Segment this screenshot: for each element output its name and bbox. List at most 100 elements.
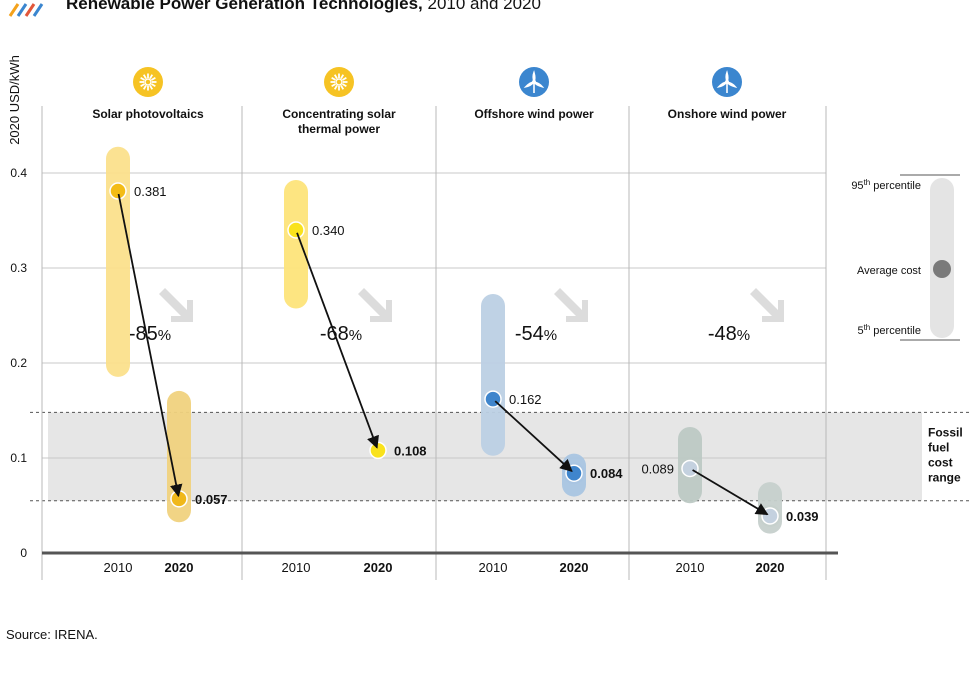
- logo-stripes-icon: [6, 0, 50, 23]
- fossil-range-label-line: fuel: [928, 440, 949, 454]
- sun-icon-ray: [149, 74, 154, 79]
- change-percent: %: [158, 327, 171, 344]
- legend-low-num: 5: [857, 325, 863, 337]
- change-value: -85: [129, 323, 158, 345]
- sun-icon-core: [144, 78, 152, 86]
- average-cost-label: 0.039: [786, 509, 819, 524]
- legend-low-suffix: percentile: [870, 325, 921, 337]
- reduction-arrow-shape: [554, 288, 588, 322]
- sun-icon-ray: [340, 74, 345, 79]
- technology-name: thermal power: [298, 122, 380, 136]
- sun-icon-ray: [151, 83, 156, 88]
- wind-icon-hub: [725, 80, 729, 84]
- change-percent: %: [349, 327, 362, 344]
- sun-icon-ray: [333, 85, 338, 90]
- reduction-arrow-shape: [159, 288, 193, 322]
- legend-average-dot: [933, 260, 951, 278]
- reduction-arrow-shape: [750, 288, 784, 322]
- chart-title-rest: 2010 and 2020: [422, 0, 541, 13]
- technology-name: Solar photovoltaics: [92, 107, 204, 121]
- trend-arrow: [494, 400, 573, 473]
- trend-arrow: [296, 232, 379, 449]
- wind-icon-blade: [532, 70, 536, 84]
- legend-high-label: 95th percentile: [851, 178, 921, 192]
- x-tick-label: 2010: [676, 560, 705, 575]
- legend-high-suffix: percentile: [870, 180, 921, 192]
- legend-mid-label: Average cost: [857, 265, 921, 277]
- change-percent: %: [544, 327, 557, 344]
- sun-icon-disc: [324, 67, 354, 97]
- average-cost-dot: [761, 507, 779, 525]
- legend-high-num: 95: [851, 180, 863, 192]
- legend-range-bar: [930, 178, 954, 338]
- technology-name: Offshore wind power: [474, 107, 594, 121]
- change-label: -68%: [320, 323, 362, 345]
- reduction-arrow-shape: [358, 288, 392, 322]
- wind-icon-blade: [716, 81, 729, 88]
- change-value: -54: [515, 323, 544, 345]
- sun-icon-ray: [333, 74, 338, 79]
- average-cost-label: 0.108: [394, 443, 427, 458]
- fossil-range-label-line: cost: [928, 455, 953, 469]
- sun-icon-ray: [142, 74, 147, 79]
- sun-icon-ray: [151, 76, 156, 81]
- sun-icon-ray: [342, 83, 347, 88]
- change-label: -54%: [515, 323, 557, 345]
- fossil-range-label-line: range: [928, 470, 961, 484]
- reduction-arrow-icon: [159, 288, 193, 322]
- trend-arrow: [117, 193, 183, 498]
- reduction-arrow-icon: [358, 288, 392, 322]
- y-tick-label: 0.3: [10, 261, 27, 275]
- percentile-range-bar: [284, 180, 308, 309]
- average-cost-dot: [170, 490, 188, 508]
- y-tick-label: 0.2: [10, 356, 27, 370]
- wind-turbine-icon: [519, 67, 549, 97]
- change-value: -48: [708, 323, 737, 345]
- reduction-arrow-icon: [554, 288, 588, 322]
- technology-name: Onshore wind power: [668, 107, 787, 121]
- x-tick-label: 2010: [104, 560, 133, 575]
- y-tick-label: 0: [20, 546, 27, 560]
- average-cost-dot: [287, 221, 305, 239]
- x-tick-label: 2020: [364, 560, 393, 575]
- sun-icon-ray: [340, 85, 345, 90]
- average-cost-dot: [369, 441, 387, 460]
- wind-icon-blade: [532, 81, 545, 89]
- change-label: -85%: [129, 323, 171, 345]
- change-percent: %: [737, 327, 750, 344]
- fossil-range-label: Fossil fuel cost range: [928, 425, 963, 484]
- x-tick-label: 2020: [560, 560, 589, 575]
- trend-arrow: [692, 469, 769, 516]
- change-label: -48%: [708, 323, 750, 345]
- y-tick-label: 0.4: [10, 166, 27, 180]
- y-tick-label: 0.1: [10, 451, 27, 465]
- sun-icon: [324, 67, 354, 97]
- x-tick-label: 2010: [282, 560, 311, 575]
- x-tick-label: 2020: [756, 560, 785, 575]
- legend-high-sup: th: [864, 178, 871, 187]
- average-cost-label: 0.084: [590, 466, 623, 481]
- source-note: Source: IRENA.: [6, 627, 98, 642]
- average-cost-label: 0.381: [134, 184, 167, 199]
- sun-icon-ray: [331, 83, 336, 88]
- x-tick-label: 2010: [479, 560, 508, 575]
- sun-icon-ray: [142, 85, 147, 90]
- wind-icon-blade: [725, 70, 729, 84]
- average-cost-dot: [109, 182, 127, 200]
- sun-icon-ray: [140, 76, 145, 81]
- percentile-range-bar: [106, 146, 130, 377]
- percentile-range-bar: [481, 294, 505, 456]
- y-axis-label: 2020 USD/kWh: [7, 55, 22, 145]
- chart-title-bold: Renewable Power Generation Technologies,: [66, 0, 423, 13]
- wind-turbine-icon: [712, 67, 742, 97]
- reduction-arrow-icon: [750, 288, 784, 322]
- sun-icon-ray: [140, 83, 145, 88]
- sun-icon-ray: [149, 85, 154, 90]
- wind-icon-blade: [725, 81, 738, 89]
- cost-chart: Fossil fuel cost range 0 0.1 0.2 0.3 0.4 2020 US…: [7, 55, 972, 580]
- sun-icon-ray: [342, 76, 347, 81]
- wind-icon-blade: [523, 81, 536, 88]
- wind-icon-hub: [532, 80, 536, 84]
- sun-icon-core: [335, 78, 343, 86]
- average-cost-label: 0.340: [312, 223, 345, 238]
